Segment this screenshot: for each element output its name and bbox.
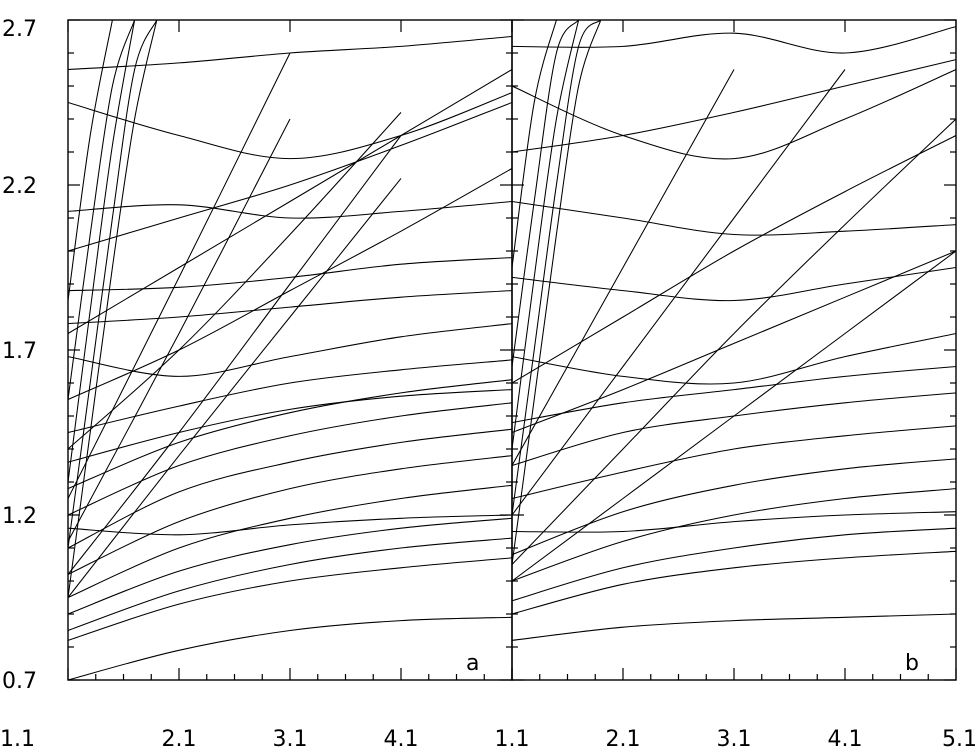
panel-a-y-tick-labels: 0.7 1.2 1.7 2.2 2.7 xyxy=(2,17,37,694)
panel-b-x-tick-labels: 2.1 3.1 4.1 5.1 xyxy=(606,727,978,752)
panel-b-series-line-15 xyxy=(512,250,956,582)
panel-a-series-line-22 xyxy=(68,52,291,499)
panel-a-series-line-10 xyxy=(68,514,512,536)
panel-a-x-tick-label: 3.1 xyxy=(273,727,308,752)
panel-a-series-line-11 xyxy=(68,389,512,463)
panel-b-series-line-20 xyxy=(512,250,956,433)
panel-a-series-line-16 xyxy=(68,200,512,219)
panel-b-series-line-2 xyxy=(512,550,956,615)
panel-a-series-line-17 xyxy=(68,92,512,160)
panel-a-series-line-7 xyxy=(68,428,512,549)
panel-a-series-line-6 xyxy=(68,455,512,575)
panel-b-series-line-9 xyxy=(512,365,956,424)
panel-a-series-line-30 xyxy=(68,20,136,400)
panel-b-series-line-11 xyxy=(512,266,956,302)
panel-b-series-line-22 xyxy=(512,20,602,565)
panel-b-frame xyxy=(511,19,957,681)
panel-a-series-line-13 xyxy=(68,323,512,377)
panel-b-x-tick-label: 2.1 xyxy=(606,727,641,752)
panel-b-series-line-5 xyxy=(512,458,956,556)
panel-a: 1.1 2.1 3.1 4.1 1.1 0.7 1.2 1.7 2.2 2.7 a xyxy=(0,17,530,752)
panel-a-x-tick-label: 2.1 xyxy=(162,727,197,752)
panel-b-x-tick-label: 4.1 xyxy=(828,727,863,752)
panel-b-series-line-13 xyxy=(512,69,956,160)
panel-a-x-tick-label: 1.1 xyxy=(0,727,35,752)
panel-a-series-line-15 xyxy=(68,257,512,292)
panel-a-series-line-8 xyxy=(68,402,512,516)
panel-a-y-tick-label: 0.7 xyxy=(2,669,37,694)
panel-a-curves xyxy=(68,20,512,680)
panel-a-series-line-21 xyxy=(68,118,291,542)
panel-a-series-line-25 xyxy=(68,69,512,334)
panel-b-ticks xyxy=(511,19,957,681)
panel-a-series-line-1 xyxy=(68,616,512,680)
panel-a-series-line-27 xyxy=(68,20,158,598)
panel-a-series-line-2 xyxy=(68,557,512,641)
panel-a-y-tick-label: 1.7 xyxy=(2,339,37,364)
panel-b-x-tick-label: 5.1 xyxy=(942,727,977,752)
panel-b-series-line-10 xyxy=(512,332,956,385)
panel-a-y-tick-label: 1.2 xyxy=(2,504,37,529)
panel-a-series-line-24 xyxy=(68,168,512,400)
panel-b-series-line-19 xyxy=(512,135,956,384)
panel-a-x-tick-label: 1.1 xyxy=(495,727,530,752)
panel-a-series-line-19 xyxy=(68,178,402,598)
panel-b-series-line-8 xyxy=(512,392,956,467)
panel-b-series-line-3 xyxy=(512,527,956,602)
panel-a-x-tick-labels: 1.1 2.1 3.1 4.1 1.1 xyxy=(0,727,530,752)
panel-a-series-line-9 xyxy=(68,379,512,490)
panel-b: 2.1 3.1 4.1 5.1 b xyxy=(511,19,978,752)
panel-b-series-line-16 xyxy=(512,118,956,565)
panel-a-series-line-12 xyxy=(68,359,512,434)
panel-b-label: b xyxy=(905,651,919,676)
panel-b-series-line-23 xyxy=(512,20,602,516)
panel-a-x-tick-label: 4.1 xyxy=(384,727,419,752)
panel-b-series-line-25 xyxy=(512,20,580,367)
panel-a-series-line-20 xyxy=(68,135,402,575)
panel-b-series-line-21 xyxy=(512,59,956,153)
panel-b-series-line-24 xyxy=(512,20,580,450)
panel-a-y-tick-label: 2.7 xyxy=(2,17,37,42)
panel-a-y-tick-label: 2.2 xyxy=(2,174,37,199)
panel-a-series-line-14 xyxy=(68,290,512,325)
panel-a-series-line-3 xyxy=(68,537,512,631)
panel-b-series-line-14 xyxy=(512,26,956,54)
panel-b-series-line-4 xyxy=(512,488,956,582)
panel-a-series-line-26 xyxy=(68,102,512,252)
panel-b-curves xyxy=(512,20,956,641)
panel-b-series-line-6 xyxy=(512,511,956,533)
panel-a-label: a xyxy=(466,651,479,676)
panel-b-series-line-7 xyxy=(512,425,956,500)
panel-b-series-line-17 xyxy=(512,69,846,516)
panel-a-series-line-31 xyxy=(68,20,113,301)
panel-a-series-line-23 xyxy=(68,112,402,450)
panel-a-series-line-5 xyxy=(68,484,512,598)
panel-a-series-line-28 xyxy=(68,20,158,549)
panel-b-series-line-1 xyxy=(512,613,956,641)
panel-b-series-line-12 xyxy=(512,200,956,236)
panel-b-series-line-18 xyxy=(512,69,735,466)
panel-b-series-line-26 xyxy=(512,20,557,268)
panel-a-series-line-4 xyxy=(68,517,512,615)
panel-b-x-tick-label: 3.1 xyxy=(717,727,752,752)
panel-a-series-line-29 xyxy=(68,20,136,483)
